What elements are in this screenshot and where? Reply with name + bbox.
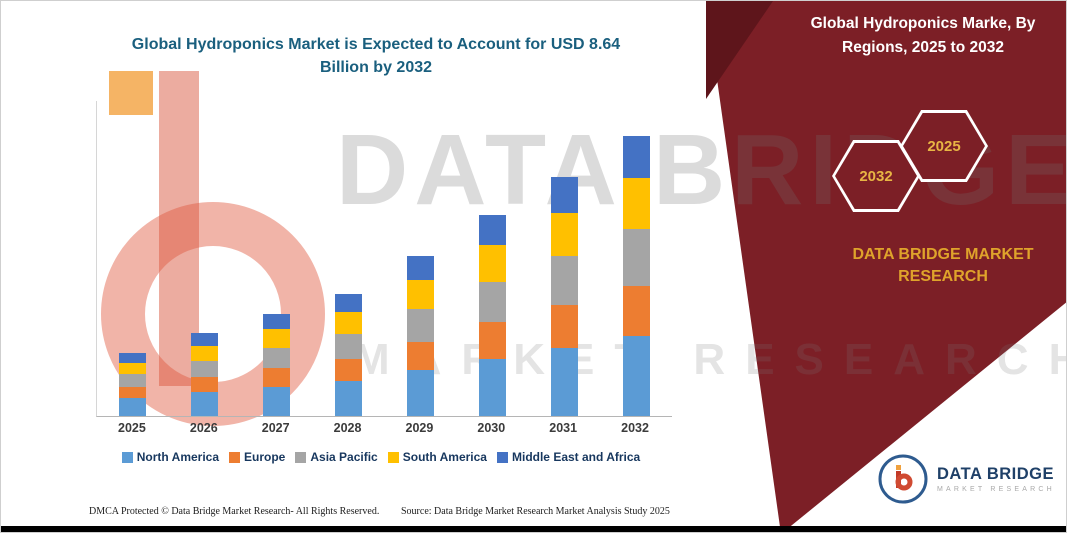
segment-north-america-2032 — [622, 336, 650, 416]
footer-logo-name: DATA BRIDGE — [937, 465, 1055, 483]
segment-asia-pacific-2031 — [550, 255, 578, 305]
segment-north-america-2031 — [550, 347, 578, 416]
segment-europe-2026 — [191, 377, 219, 393]
legend-label-middle-east-and-africa: Middle East and Africa — [511, 450, 641, 464]
segment-middle-east-and-africa-2030 — [478, 215, 506, 246]
segment-europe-2028 — [335, 359, 363, 381]
segment-north-america-2025 — [119, 398, 147, 416]
footer-logo-icon — [878, 454, 928, 504]
legend-swatch-south-america — [387, 451, 399, 463]
segment-asia-pacific-2027 — [263, 347, 291, 369]
bar-2029 — [406, 256, 434, 416]
band-brand-line1: DATA BRIDGE MARKET — [852, 246, 1034, 263]
legend: North America Europe Asia Pacific South Ame… — [79, 450, 683, 464]
segment-asia-pacific-2029 — [406, 309, 434, 342]
segment-middle-east-and-africa-2027 — [263, 313, 291, 330]
legend-item-south-america: South America — [387, 450, 487, 464]
segment-south-america-2030 — [478, 245, 506, 282]
x-label-2031: 2031 — [549, 421, 578, 435]
legend-label-asia-pacific: Asia Pacific — [310, 450, 378, 464]
hexagon-year-label: 2025 — [903, 113, 985, 179]
x-label-2029: 2029 — [405, 421, 434, 435]
segment-europe-2030 — [478, 322, 506, 359]
segment-asia-pacific-2025 — [119, 373, 147, 387]
segment-south-america-2031 — [550, 212, 578, 256]
footer-logo-text: DATA BRIDGE MARKET RESEARCH — [937, 465, 1055, 493]
segment-asia-pacific-2026 — [191, 360, 219, 378]
segment-middle-east-and-africa-2031 — [550, 176, 578, 213]
bars-row — [97, 101, 672, 416]
segment-europe-2025 — [119, 386, 147, 399]
hexagon-year-label: 2032 — [835, 143, 917, 209]
footer-logo: DATA BRIDGE MARKET RESEARCH — [877, 453, 1055, 505]
legend-item-asia-pacific: Asia Pacific — [295, 450, 378, 464]
source-note: Source: Data Bridge Market Research Mark… — [401, 506, 670, 517]
bar-2031 — [550, 176, 578, 416]
dmca-note: DMCA Protected © Data Bridge Market Rese… — [89, 506, 380, 517]
bar-2025 — [119, 353, 147, 416]
segment-north-america-2026 — [191, 392, 219, 416]
segment-south-america-2027 — [263, 329, 291, 348]
legend-item-europe: Europe — [229, 450, 285, 464]
segment-middle-east-and-africa-2025 — [119, 353, 147, 363]
segment-north-america-2029 — [406, 370, 434, 416]
segment-north-america-2030 — [478, 358, 506, 416]
segment-middle-east-and-africa-2028 — [335, 294, 363, 313]
bar-2032 — [622, 136, 650, 416]
legend-label-europe: Europe — [244, 450, 286, 464]
x-label-2032: 2032 — [621, 421, 649, 435]
band-title: Global Hydroponics Marke, By Regions, 20… — [791, 12, 1055, 60]
legend-item-north-america: North America — [121, 450, 220, 464]
x-label-2030: 2030 — [477, 421, 506, 435]
legend-swatch-asia-pacific — [295, 451, 307, 463]
band-title-line1: Global Hydroponics Marke, By — [810, 15, 1036, 32]
segment-europe-2031 — [550, 304, 578, 348]
segment-middle-east-and-africa-2032 — [622, 136, 650, 178]
bar-2026 — [191, 333, 219, 416]
segment-south-america-2025 — [119, 362, 147, 374]
bar-2027 — [263, 313, 291, 416]
segment-south-america-2026 — [191, 345, 219, 361]
segment-asia-pacific-2028 — [335, 334, 363, 359]
band-title-line2: Regions, 2025 to 2032 — [842, 39, 1004, 57]
segment-asia-pacific-2032 — [622, 228, 650, 286]
x-label-2027: 2027 — [261, 421, 290, 435]
segment-europe-2029 — [406, 341, 434, 371]
segment-south-america-2029 — [406, 280, 434, 310]
segment-south-america-2028 — [335, 312, 363, 335]
legend-swatch-middle-east-and-africa — [496, 451, 508, 463]
bottom-black-strip — [1, 526, 1066, 532]
legend-label-north-america: North America — [136, 450, 220, 464]
plot-area — [96, 101, 672, 417]
legend-item-middle-east-and-africa: Middle East and Africa — [496, 450, 641, 464]
segment-south-america-2032 — [622, 178, 650, 229]
legend-label-south-america: South America — [402, 450, 487, 464]
bar-2030 — [478, 215, 506, 416]
footer-logo-tagline: MARKET RESEARCH — [937, 486, 1055, 493]
segment-middle-east-and-africa-2029 — [406, 256, 434, 281]
segment-middle-east-and-africa-2026 — [191, 333, 219, 346]
segment-asia-pacific-2030 — [478, 281, 506, 323]
x-label-2026: 2026 — [189, 421, 218, 435]
x-label-2025: 2025 — [118, 421, 146, 435]
legend-swatch-north-america — [121, 451, 133, 463]
x-axis-labels: 2025 2026 2027 2028 2029 2030 2031 2032 — [96, 421, 671, 435]
segment-europe-2027 — [263, 368, 291, 387]
bar-2028 — [335, 294, 363, 416]
hexagon-badge-2032: 2032 — [832, 140, 920, 212]
segment-europe-2032 — [622, 285, 650, 336]
chart-title: Global Hydroponics Market is Expected to… — [131, 36, 621, 77]
band-brand-text: DATA BRIDGE MARKET RESEARCH — [837, 244, 1049, 289]
segment-north-america-2028 — [335, 381, 363, 416]
legend-swatch-europe — [229, 451, 241, 463]
segment-north-america-2027 — [263, 386, 291, 416]
band-brand-line2: RESEARCH — [898, 268, 988, 286]
x-label-2028: 2028 — [333, 421, 362, 435]
